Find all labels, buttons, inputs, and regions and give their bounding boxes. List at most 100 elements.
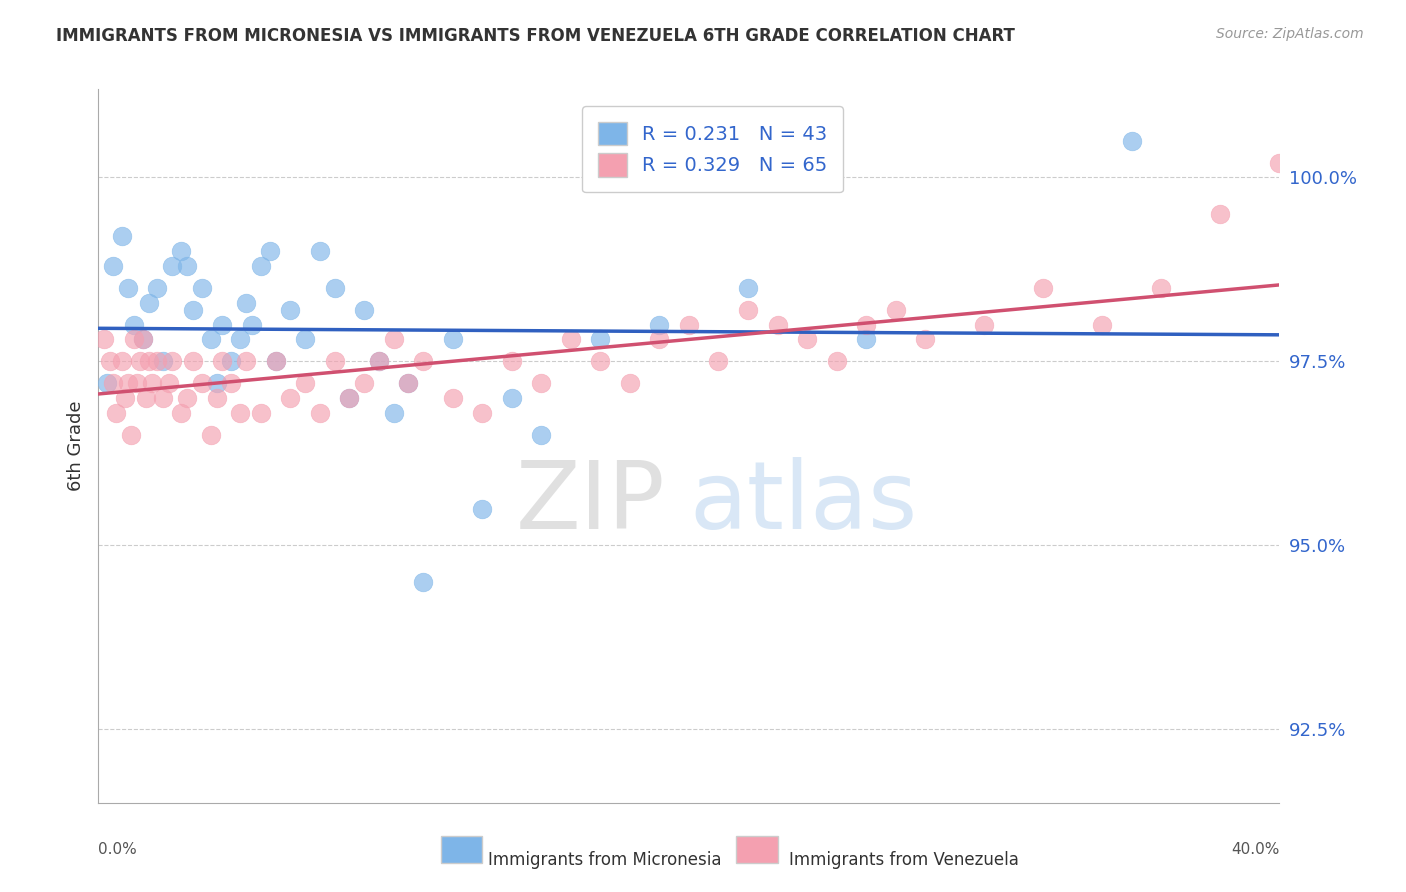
- Point: [141, 376, 163, 391]
- Point: [855, 332, 877, 346]
- Point: [259, 244, 281, 258]
- Point: [339, 391, 361, 405]
- Point: [250, 406, 273, 420]
- Point: [125, 376, 148, 391]
- Point: [1150, 281, 1173, 295]
- Point: [98, 354, 121, 368]
- Point: [398, 376, 420, 391]
- Point: [162, 259, 183, 273]
- Point: [221, 376, 243, 391]
- Point: [181, 354, 204, 368]
- Point: [412, 575, 434, 590]
- Point: [368, 354, 391, 368]
- Point: [825, 354, 848, 368]
- Point: [191, 281, 214, 295]
- Y-axis label: 6th Grade: 6th Grade: [66, 401, 84, 491]
- Point: [766, 318, 789, 332]
- Point: [280, 302, 302, 317]
- Point: [280, 391, 302, 405]
- Point: [135, 391, 157, 405]
- Point: [122, 318, 145, 332]
- Text: ZIP: ZIP: [516, 457, 665, 549]
- Point: [339, 391, 361, 405]
- FancyBboxPatch shape: [441, 837, 482, 863]
- Point: [111, 229, 134, 244]
- Point: [93, 332, 115, 346]
- Point: [132, 332, 155, 346]
- Point: [114, 391, 136, 405]
- Point: [132, 332, 155, 346]
- Point: [146, 281, 169, 295]
- Point: [122, 332, 145, 346]
- Point: [240, 318, 263, 332]
- Point: [973, 318, 995, 332]
- Point: [368, 354, 391, 368]
- Point: [382, 332, 405, 346]
- Point: [914, 332, 936, 346]
- Point: [221, 354, 243, 368]
- Point: [530, 428, 553, 442]
- Text: 0.0%: 0.0%: [98, 842, 138, 856]
- Point: [264, 354, 287, 368]
- Point: [205, 376, 228, 391]
- Point: [589, 354, 612, 368]
- Text: atlas: atlas: [689, 457, 917, 549]
- Point: [152, 354, 174, 368]
- Text: Immigrants from Micronesia: Immigrants from Micronesia: [488, 851, 721, 870]
- Point: [120, 428, 142, 442]
- Point: [200, 428, 222, 442]
- Point: [323, 354, 346, 368]
- Point: [471, 406, 494, 420]
- Point: [200, 332, 222, 346]
- Point: [162, 354, 183, 368]
- Point: [264, 354, 287, 368]
- Point: [441, 391, 464, 405]
- Point: [205, 391, 228, 405]
- Legend: R = 0.231   N = 43, R = 0.329   N = 65: R = 0.231 N = 43, R = 0.329 N = 65: [582, 106, 844, 193]
- Point: [353, 376, 375, 391]
- Point: [648, 318, 671, 332]
- Point: [589, 332, 612, 346]
- Point: [176, 391, 198, 405]
- Point: [294, 376, 316, 391]
- Text: Source: ZipAtlas.com: Source: ZipAtlas.com: [1216, 27, 1364, 41]
- Point: [884, 302, 907, 317]
- Point: [294, 332, 316, 346]
- Point: [235, 295, 257, 310]
- Point: [191, 376, 214, 391]
- Point: [1268, 155, 1291, 169]
- Point: [619, 376, 641, 391]
- Point: [707, 354, 730, 368]
- Point: [211, 318, 233, 332]
- Point: [96, 376, 118, 391]
- Point: [170, 406, 193, 420]
- Point: [1327, 354, 1350, 368]
- Point: [138, 354, 160, 368]
- Point: [1091, 318, 1114, 332]
- Point: [128, 354, 150, 368]
- Point: [181, 302, 204, 317]
- Point: [737, 302, 759, 317]
- Point: [412, 354, 434, 368]
- Point: [796, 332, 818, 346]
- Point: [501, 391, 523, 405]
- Point: [103, 259, 125, 273]
- Text: IMMIGRANTS FROM MICRONESIA VS IMMIGRANTS FROM VENEZUELA 6TH GRADE CORRELATION CH: IMMIGRANTS FROM MICRONESIA VS IMMIGRANTS…: [56, 27, 1015, 45]
- Point: [309, 244, 332, 258]
- Point: [138, 295, 160, 310]
- Point: [441, 332, 464, 346]
- Point: [157, 376, 180, 391]
- Point: [323, 281, 346, 295]
- Point: [309, 406, 332, 420]
- Point: [382, 406, 405, 420]
- Point: [103, 376, 125, 391]
- Point: [235, 354, 257, 368]
- Text: Immigrants from Venezuela: Immigrants from Venezuela: [789, 851, 1019, 870]
- Point: [530, 376, 553, 391]
- Point: [471, 501, 494, 516]
- Point: [170, 244, 193, 258]
- Point: [1209, 207, 1232, 221]
- Point: [1032, 281, 1054, 295]
- Point: [111, 354, 134, 368]
- Point: [229, 406, 252, 420]
